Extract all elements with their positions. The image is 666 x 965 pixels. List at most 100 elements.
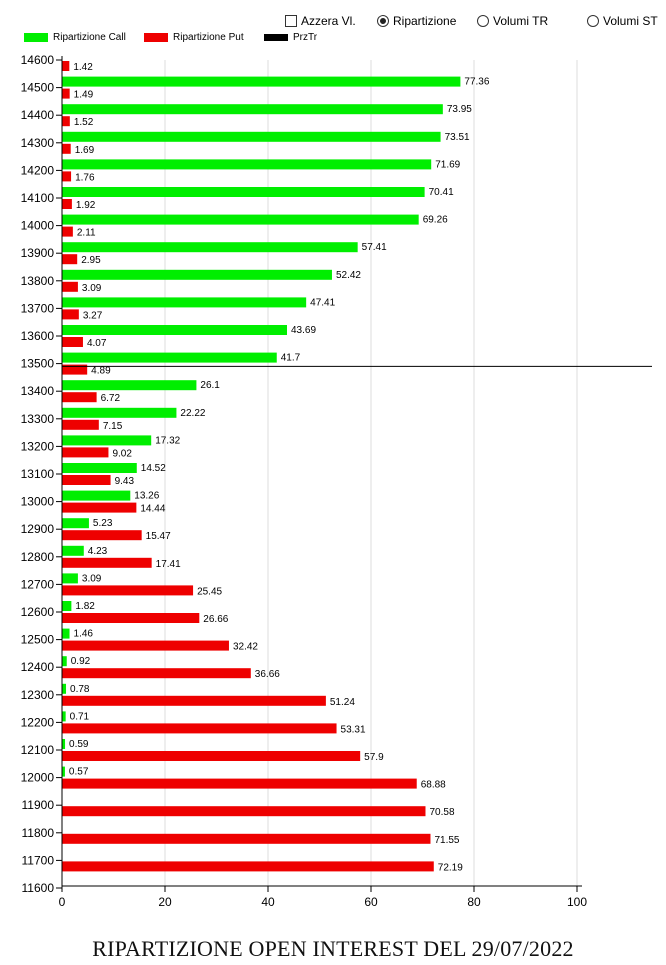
legend-item-prz[interactable]: PrzTr [264,32,317,43]
data-label-put: 32.42 [233,642,258,653]
x-tick-label: 60 [364,895,378,909]
bar-call [62,739,66,749]
radio-volumi-st[interactable]: Volumi ST [587,14,658,28]
bar-call [62,297,307,308]
data-label-put: 36.66 [255,669,280,680]
bar-call [62,325,288,335]
bar-put [62,668,251,679]
data-label-put: 68.88 [421,780,446,791]
y-tick-label: 12300 [21,688,55,702]
bar-put [62,806,426,817]
y-tick-label: 12700 [21,577,55,591]
data-label-put: 4.89 [91,366,111,377]
reset-values-label: Azzera Vl. [301,14,356,28]
y-tick-label: 12400 [21,660,55,674]
y-tick-label: 11600 [22,881,55,895]
y-tick-label: 14100 [21,191,55,205]
data-label-call: 5.23 [93,518,113,529]
data-label-put: 1.69 [75,145,95,156]
y-tick-label: 13500 [21,357,55,371]
bar-put [62,557,152,568]
bar-put [62,254,78,265]
data-label-put: 15.47 [146,531,171,542]
data-label-put: 2.95 [81,255,101,266]
data-label-put: 6.72 [101,393,121,404]
y-tick-label: 13300 [21,412,55,426]
y-tick-label: 11700 [22,853,55,867]
y-tick-label: 12900 [21,522,55,536]
data-label-put: 51.24 [330,697,355,708]
bar-call [62,76,461,87]
y-tick-label: 12500 [21,633,55,647]
data-label-put: 17.41 [156,559,181,570]
bar-put [62,751,361,761]
bar-call [62,242,358,253]
legend-label-prz: PrzTr [293,32,318,43]
x-tick-label: 20 [158,895,172,909]
bar-call [62,766,65,777]
data-label-call: 73.51 [445,132,470,143]
bar-call [62,380,197,391]
reset-values-checkbox[interactable]: Azzera Vl. [285,14,356,28]
data-label-put: 1.76 [75,172,95,183]
y-tick-label: 13900 [21,246,55,260]
legend-item-call[interactable]: Ripartizione Call [24,32,126,43]
bar-put [62,695,326,706]
radio-ripartizione[interactable]: Ripartizione [377,14,456,28]
data-label-put: 7.15 [103,421,123,432]
bar-put [62,475,111,485]
data-label-call: 0.57 [69,767,89,778]
data-label-put: 14.44 [140,504,165,515]
y-tick-label: 12600 [21,605,55,619]
data-label-put: 1.49 [74,90,94,101]
bar-put [62,833,431,844]
y-tick-label: 14000 [21,219,55,233]
checkbox-icon [285,15,297,27]
bar-put [62,447,109,458]
bar-put [62,640,229,651]
data-label-call: 70.41 [429,187,454,198]
bar-call [62,490,131,501]
y-tick-label: 13700 [21,301,55,315]
bar-call [62,545,84,556]
data-label-call: 4.23 [88,546,108,557]
radio-volumi-tr[interactable]: Volumi TR [477,14,548,28]
data-label-call: 13.26 [134,491,159,502]
bar-put [62,364,88,375]
radio-ripartizione-label: Ripartizione [393,14,457,28]
legend-item-put[interactable]: Ripartizione Put [144,32,244,43]
bar-call [62,463,137,473]
bar-call [62,131,441,142]
data-label-call: 17.32 [155,435,180,446]
data-label-call: 0.78 [70,684,90,695]
bar-call [62,159,432,170]
bar-put [62,61,70,71]
data-label-put: 1.42 [73,62,93,73]
y-tick-label: 14400 [21,108,55,122]
bar-call [62,104,443,115]
bar-call [62,352,277,363]
data-label-call: 26.1 [200,380,220,391]
radio-unselected-icon [477,15,489,27]
data-label-call: 41.7 [281,353,301,364]
bar-put [62,116,70,127]
bar-put [62,199,72,209]
radio-volumi-st-label: Volumi ST [603,14,658,28]
y-tick-label: 14300 [21,136,55,150]
data-label-call: 0.71 [70,711,90,722]
y-tick-label: 13200 [21,439,55,453]
data-label-put: 26.66 [203,614,228,625]
bar-put [62,585,194,596]
y-tick-label: 12800 [21,550,55,564]
x-tick-label: 100 [567,895,587,909]
data-label-call: 47.41 [310,297,335,308]
data-label-call: 1.46 [74,629,94,640]
bar-call [62,573,78,584]
bar-put [62,309,79,320]
y-tick-label: 11900 [22,798,55,812]
bar-put [62,88,70,99]
data-label-put: 70.58 [429,807,454,818]
bar-put [62,778,417,789]
y-tick-label: 14500 [21,81,55,95]
data-label-put: 57.9 [364,752,384,763]
